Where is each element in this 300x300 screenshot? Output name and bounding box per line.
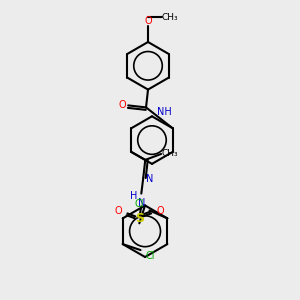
Text: O: O [115,206,122,216]
Text: Cl: Cl [146,251,155,261]
Text: CH₃: CH₃ [161,13,178,22]
Text: O: O [156,206,164,216]
Text: N: N [146,174,153,184]
Text: NH: NH [157,107,172,117]
Text: N: N [138,199,145,208]
Text: O: O [118,100,126,110]
Text: CH₃: CH₃ [162,149,178,158]
Text: S: S [135,212,144,225]
Text: Cl: Cl [135,200,144,209]
Text: O: O [144,16,152,26]
Text: H: H [130,190,137,201]
